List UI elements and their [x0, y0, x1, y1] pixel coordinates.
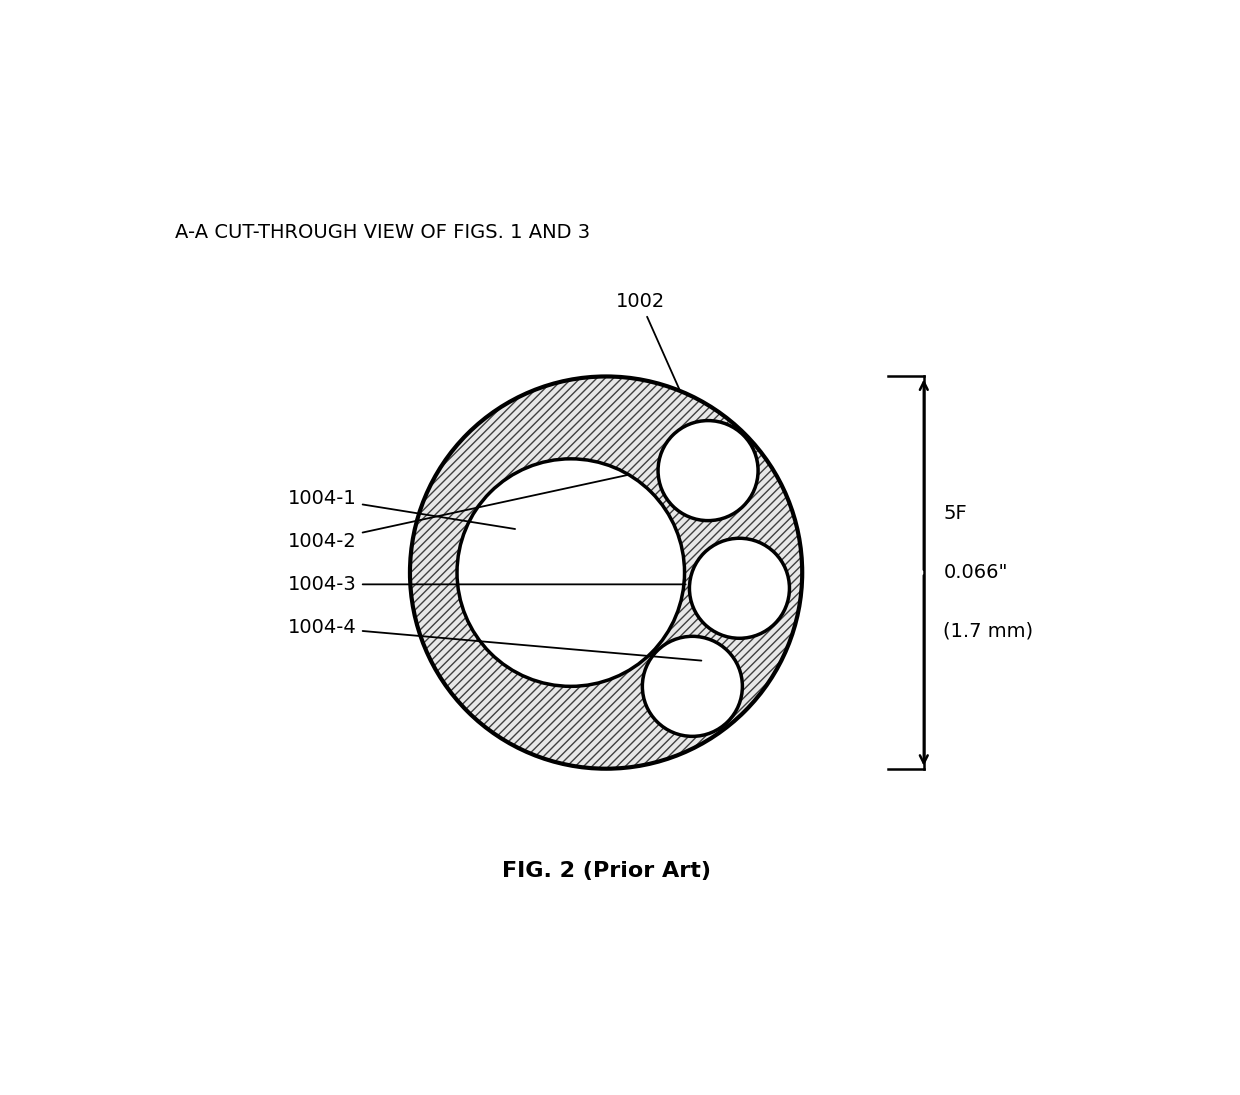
- Circle shape: [642, 636, 743, 736]
- Text: 1004-1: 1004-1: [289, 488, 515, 529]
- Text: A-A CUT-THROUGH VIEW OF FIGS. 1 AND 3: A-A CUT-THROUGH VIEW OF FIGS. 1 AND 3: [175, 223, 590, 242]
- Circle shape: [458, 459, 684, 687]
- Text: FIG. 2 (Prior Art): FIG. 2 (Prior Art): [502, 861, 711, 880]
- Text: 1004-2: 1004-2: [289, 475, 627, 551]
- Text: 1004-3: 1004-3: [289, 575, 686, 593]
- Text: 1002: 1002: [616, 292, 680, 390]
- Text: 0.066": 0.066": [944, 563, 1008, 583]
- Text: 5F: 5F: [944, 505, 967, 523]
- Circle shape: [410, 377, 802, 769]
- Circle shape: [689, 539, 790, 638]
- Text: 1004-4: 1004-4: [289, 618, 702, 660]
- Circle shape: [658, 420, 758, 520]
- Text: (1.7 mm): (1.7 mm): [944, 622, 1033, 641]
